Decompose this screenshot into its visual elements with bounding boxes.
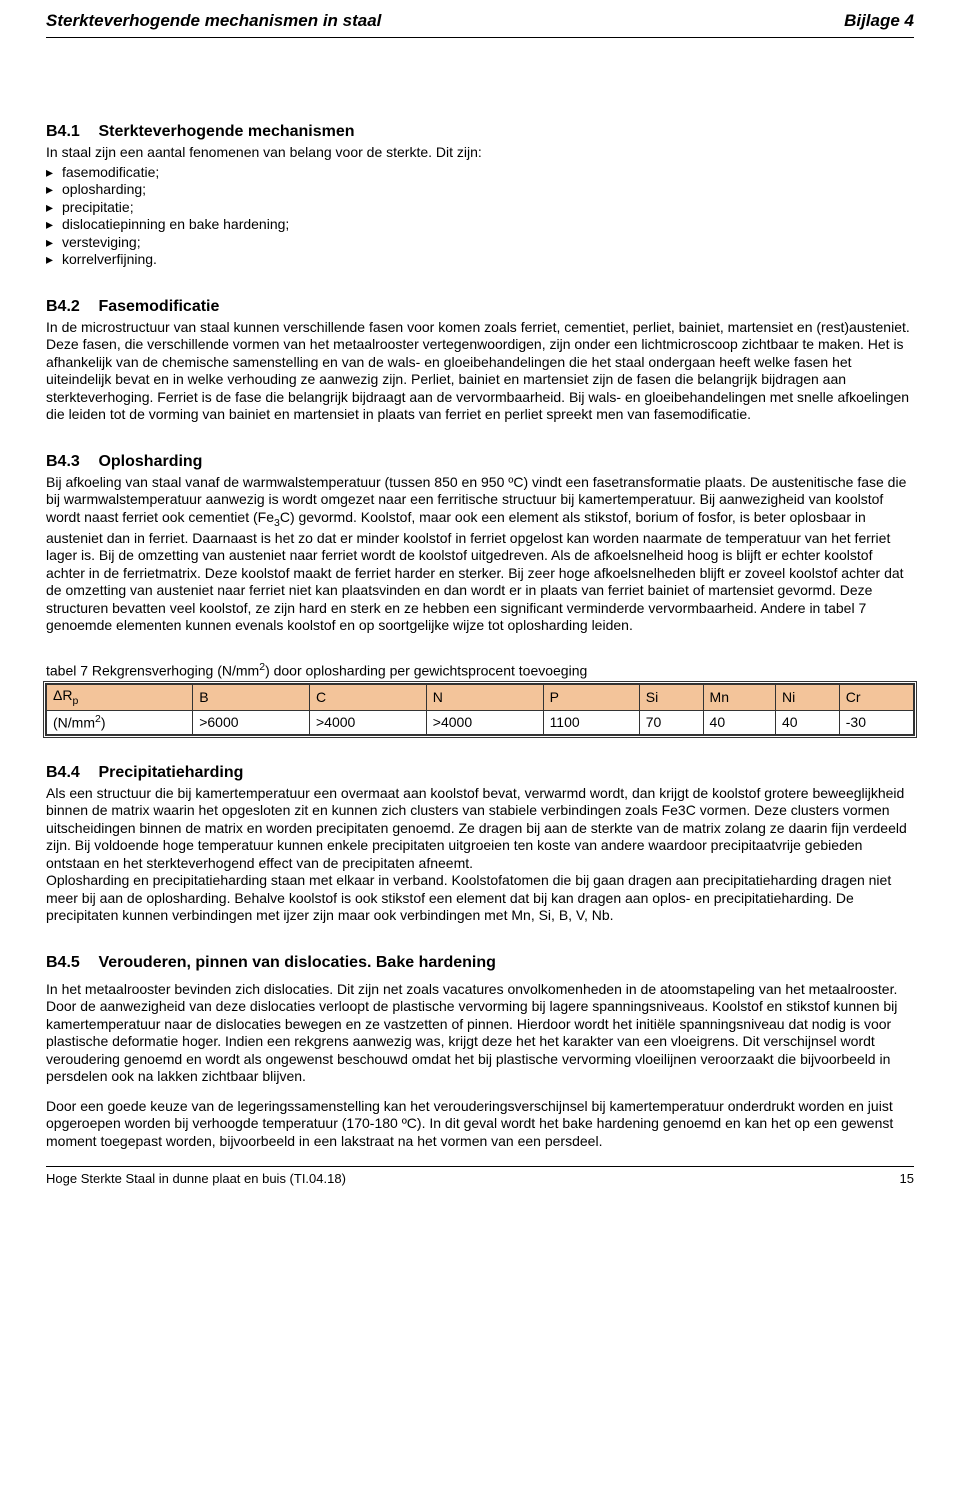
table-header-cell: N: [426, 684, 543, 710]
table-cell: (N/mm2): [47, 710, 193, 734]
header-title-right: Bijlage 4: [844, 10, 914, 31]
section-heading-b4-4: B4.4 Precipitatieharding: [46, 763, 914, 783]
section-heading-b4-1: B4.1 Sterkteverhogende mechanismen: [46, 122, 914, 142]
table-cell: >4000: [426, 710, 543, 734]
table-cell: >6000: [193, 710, 310, 734]
section-body: Door een goede keuze van de legeringssam…: [46, 1098, 914, 1151]
table-row: (N/mm2) >6000 >4000 >4000 1100 70 40 40 …: [47, 710, 914, 734]
list-item: versteviging;: [46, 234, 914, 252]
section-body: In de microstructuur van staal kunnen ve…: [46, 319, 914, 424]
section-heading-b4-5: B4.5 Verouderen, pinnen van dislocaties.…: [46, 953, 914, 973]
section-heading-b4-2: B4.2 Fasemodificatie: [46, 297, 914, 317]
list-item: korrelverfijning.: [46, 251, 914, 269]
table-header-cell: C: [310, 684, 427, 710]
page-header: Sterkteverhogende mechanismen in staal B…: [46, 0, 914, 38]
list-item: oplosharding;: [46, 181, 914, 199]
section-title: Sterkteverhogende mechanismen: [98, 123, 354, 140]
table-header-cell: B: [193, 684, 310, 710]
table-header-cell: Cr: [839, 684, 913, 710]
table-header-cell: Mn: [703, 684, 775, 710]
table-cell: 40: [775, 710, 839, 734]
table-cell: 1100: [543, 710, 639, 734]
footer-page-number: 15: [900, 1171, 914, 1187]
page-footer: Hoge Sterkte Staal in dunne plaat en bui…: [46, 1166, 914, 1187]
table-cell: >4000: [310, 710, 427, 734]
section-title: Oplosharding: [98, 453, 202, 470]
table-header-row: ΔRp B C N P Si Mn Ni Cr: [47, 684, 914, 710]
footer-left: Hoge Sterkte Staal in dunne plaat en bui…: [46, 1171, 346, 1187]
list-item: fasemodificatie;: [46, 164, 914, 182]
table-caption: tabel 7 Rekgrensverhoging (N/mm2) door o…: [46, 661, 914, 680]
section-body: Bij afkoeling van staal vanaf de warmwal…: [46, 474, 914, 635]
table-header-cell: Ni: [775, 684, 839, 710]
table-header-cell: P: [543, 684, 639, 710]
table-header-cell: ΔRp: [47, 684, 193, 710]
section-heading-b4-3: B4.3 Oplosharding: [46, 452, 914, 472]
list-item: dislocatiepinning en bake hardening;: [46, 216, 914, 234]
table-cell: -30: [839, 710, 913, 734]
table-cell: 40: [703, 710, 775, 734]
section-title: Precipitatieharding: [98, 764, 243, 781]
section-title: Verouderen, pinnen van dislocaties. Bake…: [98, 954, 495, 971]
section-number: B4.4: [46, 763, 94, 783]
section-body: In het metaalrooster bevinden zich dislo…: [46, 981, 914, 1086]
section-number: B4.3: [46, 452, 94, 472]
table7: ΔRp B C N P Si Mn Ni Cr (N/mm2) >6000 >4…: [46, 684, 914, 735]
section-body: Als een structuur die bij kamertemperatu…: [46, 785, 914, 925]
section-number: B4.2: [46, 297, 94, 317]
list-item: precipitatie;: [46, 199, 914, 217]
section-number: B4.1: [46, 122, 94, 142]
table-header-cell: Si: [639, 684, 703, 710]
table-cell: 70: [639, 710, 703, 734]
section-body: In staal zijn een aantal fenomenen van b…: [46, 144, 914, 162]
header-title-left: Sterkteverhogende mechanismen in staal: [46, 10, 381, 31]
section-title: Fasemodificatie: [98, 298, 219, 315]
section-number: B4.5: [46, 953, 94, 973]
bullet-list: fasemodificatie; oplosharding; precipita…: [46, 164, 914, 269]
body-suffix: C) gevormd. Koolstof, maar ook een eleme…: [46, 509, 904, 633]
